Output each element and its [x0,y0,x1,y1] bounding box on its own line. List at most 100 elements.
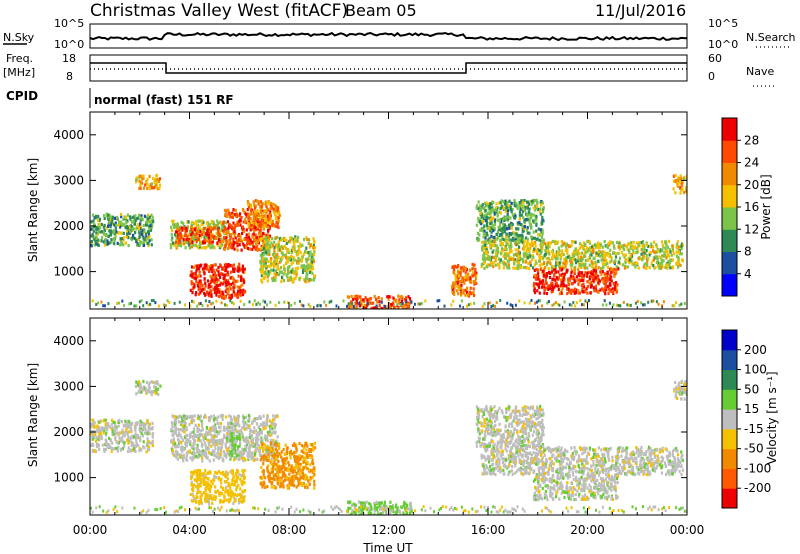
power-cell [515,232,518,236]
power-cell [95,227,98,231]
power-cell [149,228,153,232]
power-cell [528,249,531,253]
power-cell [592,278,595,282]
power-cell [306,277,309,281]
power-strip-cell [307,303,310,307]
power-cell [615,270,618,274]
velocity-cell [136,433,139,438]
power-cell [367,299,370,303]
power-strip-cell [147,303,150,307]
power-cell [512,253,515,257]
power-cell [667,239,671,243]
power-cell [156,178,159,182]
power-cell [526,200,529,204]
power-cell [510,245,513,249]
power-cell [604,263,607,267]
power-cell [494,251,498,256]
velocity-cell [199,450,202,454]
power-cell [467,276,470,281]
velocity-cell [234,456,237,460]
power-cell [456,280,459,285]
power-cell [219,263,222,267]
power-cell [175,246,178,250]
power-cell [294,235,297,239]
velocity-cell [147,445,150,449]
power-cell [225,283,228,287]
power-cell [557,277,560,281]
power-cell [280,270,283,274]
power-cell [271,262,274,266]
power-cell [535,223,538,227]
velocity-cell [178,453,181,457]
power-cell [515,243,518,247]
velocity-cell [220,442,223,446]
power-cell [225,281,228,285]
power-cell [600,258,603,262]
power-cell [97,227,100,231]
power-cell [126,213,129,217]
power-cell [666,249,669,253]
power-cell [305,236,308,240]
power-cell [262,259,265,264]
power-cell [469,286,472,290]
power-cell [526,240,529,244]
power-cell [559,284,562,288]
power-cell [536,204,539,208]
power-cell [504,252,507,256]
power-cell [309,262,312,266]
power-cell [503,238,506,243]
power-cell [214,286,217,290]
power-cell [188,246,191,250]
power-cell [657,264,660,268]
power-cell [645,241,648,245]
power-cell [563,241,566,245]
power-strip-cell [274,303,277,307]
power-cell [244,212,248,216]
power-cell [541,240,544,244]
power-cell [233,284,236,288]
power-cell [477,216,480,220]
power-cell [211,278,214,282]
nave-label: Nave [746,65,774,78]
velocity-cell [150,393,153,397]
power-cell [542,282,546,287]
power-cell [294,270,297,274]
power-cell [152,219,155,224]
power-cell [599,288,602,292]
velocity-cell [236,422,239,427]
power-cell [141,229,144,233]
power-cell [257,223,260,227]
power-cell [534,291,537,295]
power-cell [554,264,557,268]
power-cell [641,240,645,244]
power-cell [92,219,95,223]
power-cell [90,227,93,231]
power-cell [545,263,549,267]
power-cell [274,213,277,217]
power-cell [286,258,289,262]
power-cell [290,237,294,241]
power-cell [659,262,662,266]
power-cell [570,282,573,286]
power-cell [119,231,123,235]
power-cell [682,190,686,195]
power-cell [595,251,598,255]
power-cell [244,289,247,294]
power-cell [138,225,141,229]
power-strip-cell [335,304,338,308]
velocity-cell [148,431,151,435]
power-cell [312,278,315,282]
velocity-cell [151,443,154,448]
velocity-cell [242,419,245,424]
power-cell [479,228,482,232]
power-cell [598,245,601,250]
power-cell [221,272,224,276]
power-cell [260,221,263,226]
power-cell [401,305,404,309]
power-cell [224,273,227,277]
velocity-cell [186,433,189,437]
velocity-cell [266,415,269,419]
velocity-cell [140,386,143,390]
